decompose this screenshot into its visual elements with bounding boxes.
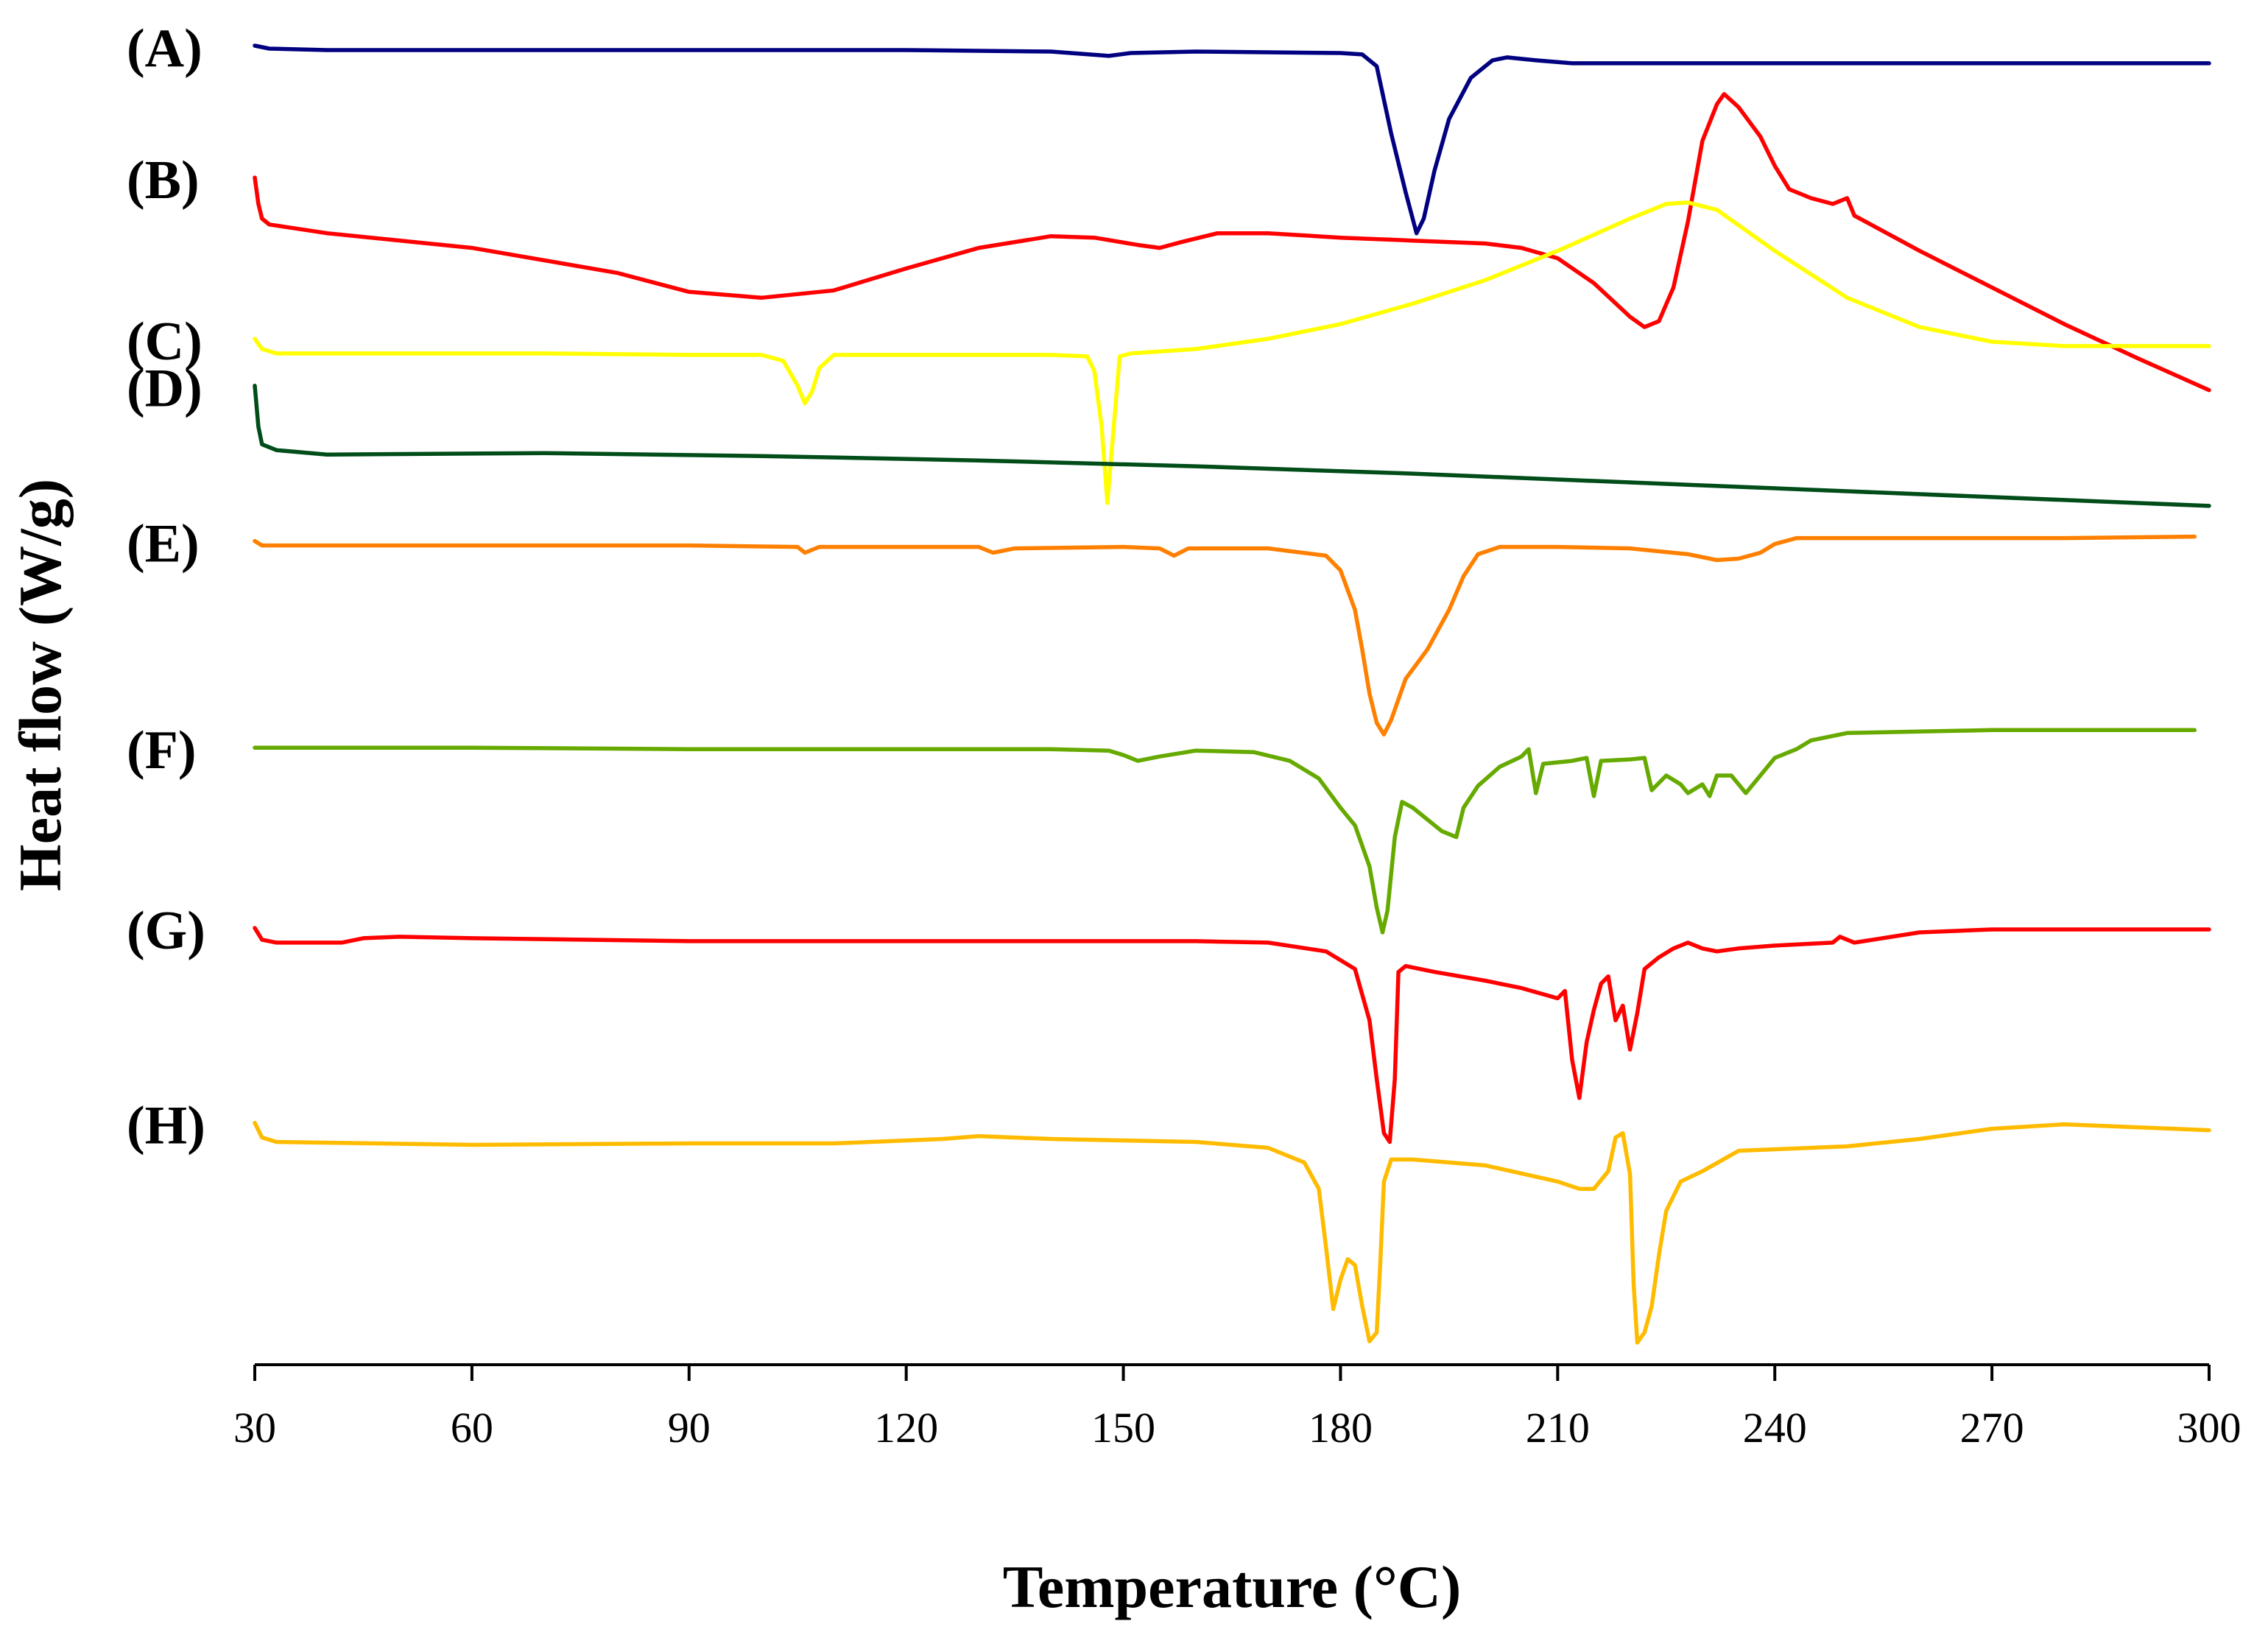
series-label-e: (E) [127, 514, 200, 574]
series-labels-group: (A) (B) (C)(D) (E) (F) (G) (H) [127, 18, 205, 1156]
series-label-c: (C) [127, 312, 202, 372]
x-tick-label: 240 [1743, 1404, 1807, 1452]
x-tick-label: 300 [2177, 1404, 2241, 1452]
x-tick-label: 120 [874, 1404, 938, 1452]
series-curve-g [253, 926, 2211, 1144]
series-label-a: (A) [127, 18, 202, 79]
curves-group [253, 43, 2211, 1345]
series-curve-e [253, 534, 2197, 737]
series-curve-f [253, 728, 2197, 935]
series-curve-a [253, 43, 2211, 236]
series-label-g: (G) [127, 901, 205, 961]
x-tick-label: 60 [451, 1404, 493, 1452]
x-tick-label: 180 [1309, 1404, 1373, 1452]
x-axis-title: Temperature (°C) [1003, 1553, 1462, 1620]
x-ticks-group: 30 60 90 120 150 180 210 240 270 300 [233, 1365, 2241, 1452]
series-label-f: (F) [127, 720, 197, 781]
x-tick-label: 210 [1526, 1404, 1590, 1452]
series-label-d: (D) [127, 359, 202, 419]
series-label-h: (H) [127, 1096, 205, 1156]
x-tick-label: 30 [233, 1404, 276, 1452]
series-curve-d [253, 383, 2211, 508]
x-tick-label: 90 [668, 1404, 711, 1452]
series-curve-c [253, 200, 2211, 505]
series-curve-h [253, 1120, 2211, 1345]
series-label-b: (B) [127, 150, 200, 211]
series-curve-b [253, 91, 2211, 393]
x-tick-label: 270 [1960, 1404, 2024, 1452]
y-axis-title: Heat flow (W/g) [7, 479, 74, 891]
x-tick-label: 150 [1091, 1404, 1155, 1452]
